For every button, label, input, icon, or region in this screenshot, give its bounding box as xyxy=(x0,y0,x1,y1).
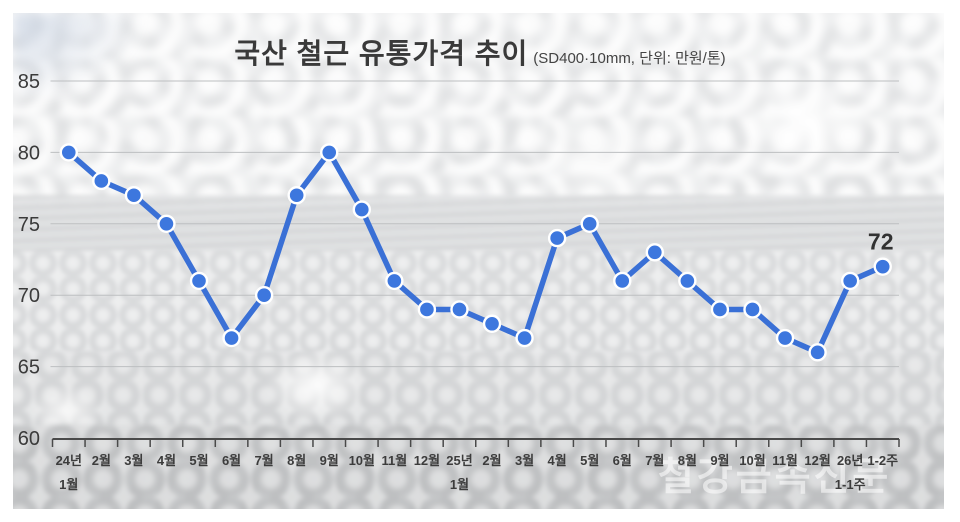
price-series-line xyxy=(66,149,886,356)
x-tick-label: 3월 xyxy=(515,453,534,468)
chart-title: 국산 철근 유통가격 추이 xyxy=(234,38,529,69)
data-point-marker xyxy=(580,214,599,234)
x-tick-label: 12월 xyxy=(414,453,440,468)
data-point-marker xyxy=(808,343,827,362)
x-tick-label: 11월 xyxy=(772,453,798,468)
data-point-marker xyxy=(743,300,762,319)
photo-band-light-rows xyxy=(13,351,944,435)
data-point-marker xyxy=(645,243,665,262)
x-tick-label: 2월 xyxy=(92,453,111,468)
x-tick-label: 10월 xyxy=(739,453,765,468)
rebar-photo-background xyxy=(13,13,944,509)
chart-subtitle: (SD400·10mm, 단위: 만원/톤) xyxy=(533,50,726,67)
data-point-marker xyxy=(417,300,437,319)
data-point-marker xyxy=(385,271,404,291)
data-point-marker xyxy=(450,300,469,319)
data-point-marker xyxy=(254,286,274,305)
x-tick-label: 6월 xyxy=(222,453,241,468)
data-point-marker xyxy=(59,143,78,162)
data-point-marker xyxy=(515,328,534,348)
press-watermark: 철강금속신문 xyxy=(658,456,892,499)
data-point-marker xyxy=(124,186,144,205)
y-tick-label-85: 85 xyxy=(18,71,40,93)
data-point-marker xyxy=(547,228,567,248)
data-point-marker xyxy=(840,271,860,291)
data-point-marker xyxy=(873,257,892,276)
data-point-marker xyxy=(482,314,502,333)
x-tick-label: 1-2주 xyxy=(867,453,898,468)
x-tick-label: 4월 xyxy=(157,453,176,468)
y-tick-label-65: 65 xyxy=(18,357,40,379)
x-tick-label: 8월 xyxy=(678,453,697,468)
x-tick-label-line2: 1월 xyxy=(450,477,469,492)
data-point-marker xyxy=(189,271,209,291)
x-tick-label: 3월 xyxy=(124,453,143,468)
x-tick-label: 9월 xyxy=(320,453,339,468)
x-tick-label: 7월 xyxy=(645,453,664,468)
x-tick-label: 7월 xyxy=(255,453,274,468)
data-point-marker xyxy=(157,214,176,234)
x-tick-label: 12월 xyxy=(804,453,830,468)
photo-white-veil xyxy=(13,13,944,509)
y-tick-label-75: 75 xyxy=(18,214,40,236)
x-tick-label: 4월 xyxy=(548,453,567,468)
last-value-label: 72 xyxy=(868,229,894,255)
chart-title-row: 국산 철근 유통가격 추이 (SD400·10mm, 단위: 만원/톤) xyxy=(0,32,960,72)
x-tick-label: 6월 xyxy=(613,453,632,468)
data-point-marker xyxy=(775,328,795,348)
data-point-marker xyxy=(710,300,730,319)
x-tick-label: 24년 xyxy=(56,453,82,468)
data-point-marker xyxy=(613,271,632,291)
y-tick-label-70: 70 xyxy=(18,285,40,307)
data-point-marker xyxy=(352,200,371,219)
y-tick-label-60: 60 xyxy=(18,428,40,450)
x-tick-label: 2월 xyxy=(482,453,501,468)
x-tick-label: 25년 xyxy=(446,453,472,468)
data-point-marker xyxy=(222,328,241,348)
x-tick-label: 9월 xyxy=(710,453,729,468)
data-point-marker xyxy=(92,171,111,191)
x-tick-label: 26년 xyxy=(837,453,863,468)
x-tick-label: 8월 xyxy=(287,453,306,468)
x-tick-label: 5월 xyxy=(580,453,599,468)
data-point-marker xyxy=(678,271,697,291)
x-tick-label-line2: 1-1주 xyxy=(835,477,866,492)
photo-sky-tint xyxy=(13,13,243,183)
x-tick-label-line2: 1월 xyxy=(59,477,78,492)
x-tick-label: 11월 xyxy=(382,453,408,468)
data-point-marker xyxy=(287,186,306,205)
x-tick-label: 10월 xyxy=(349,453,375,468)
data-point-marker xyxy=(320,143,339,162)
y-tick-label-80: 80 xyxy=(18,142,40,164)
x-tick-label: 5월 xyxy=(189,453,208,468)
